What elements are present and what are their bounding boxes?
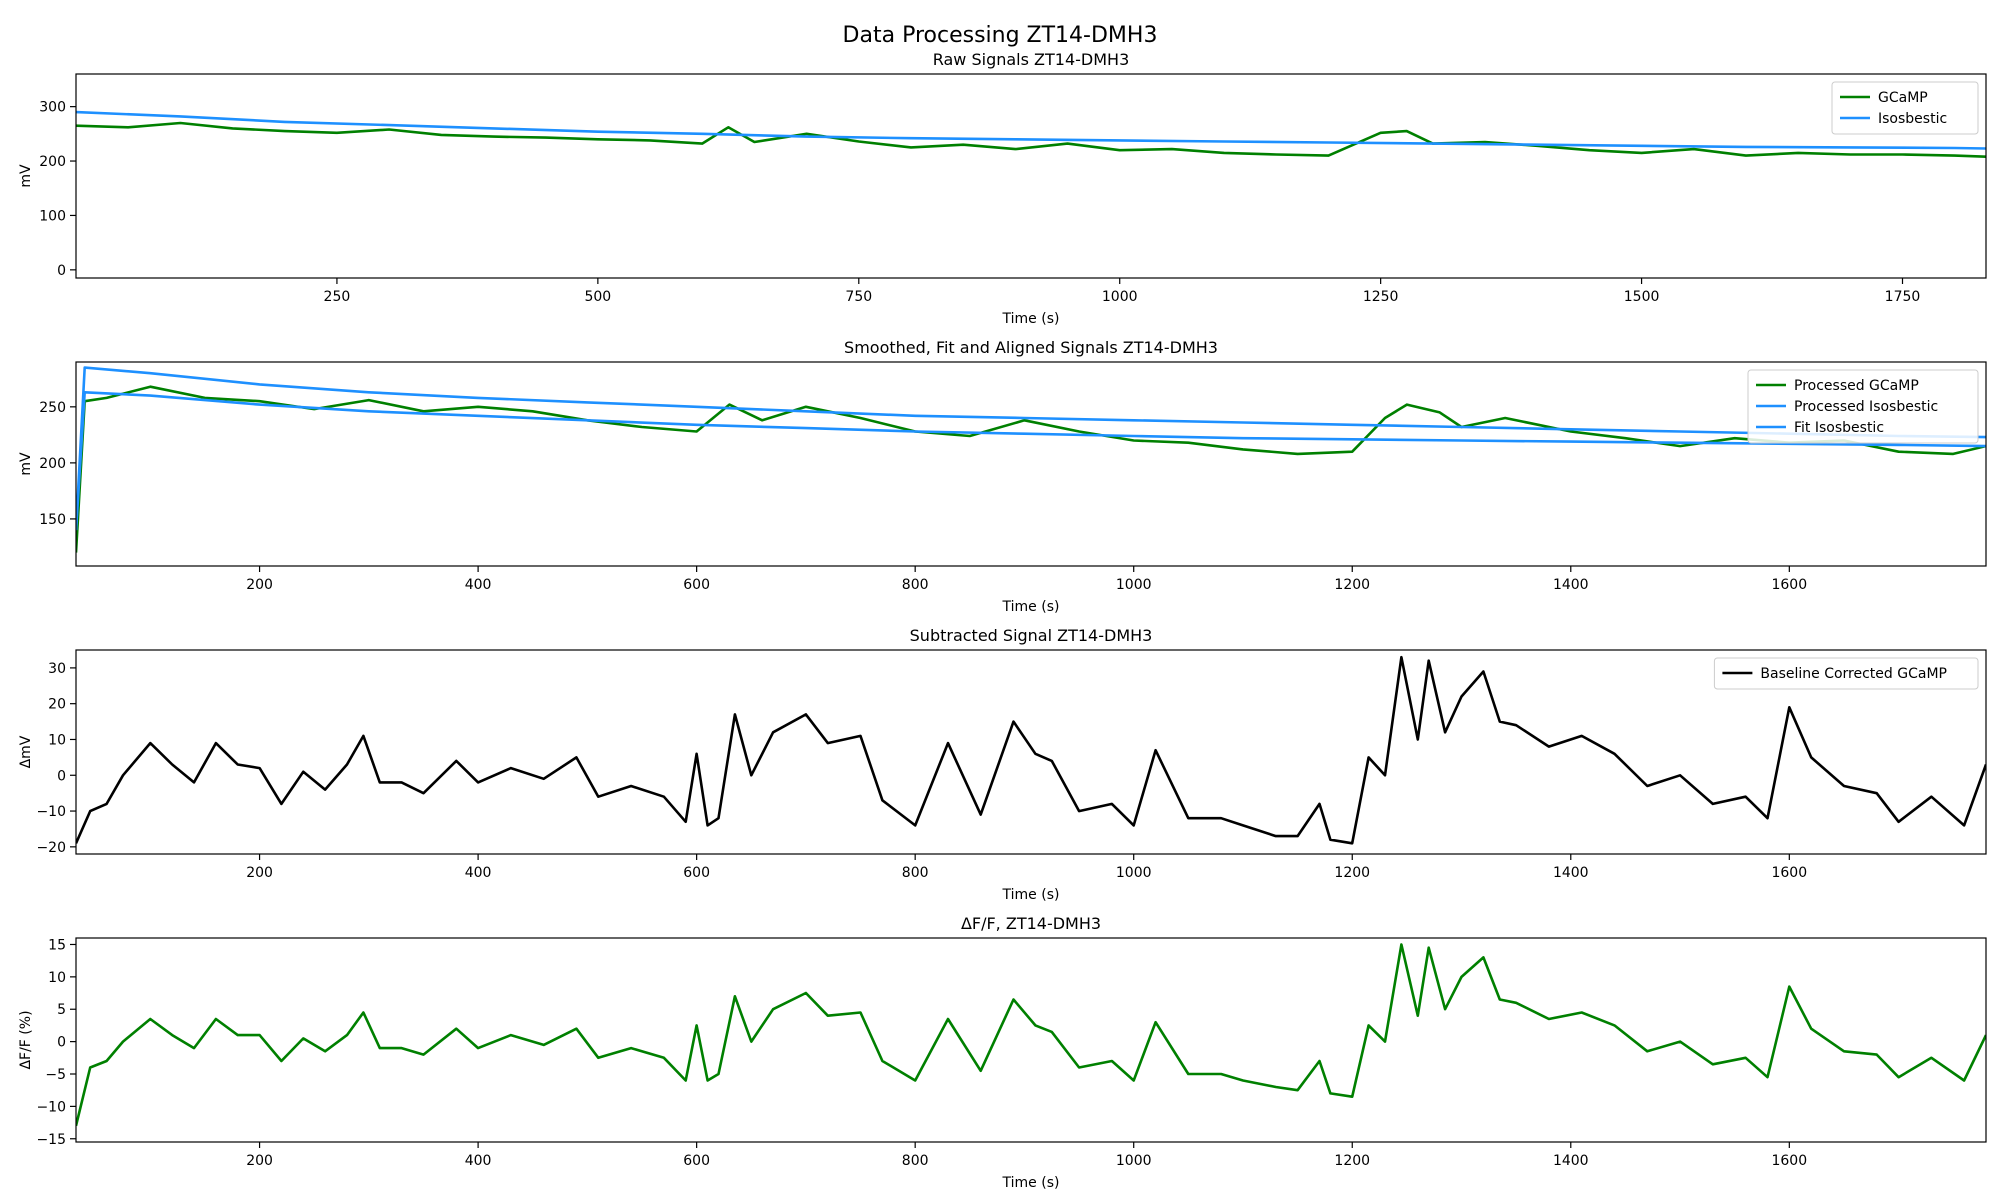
legend-box	[1747, 369, 1979, 444]
y-tick-label: 150	[39, 512, 66, 528]
x-tick-label: 600	[683, 865, 710, 881]
x-tick-label: 1000	[1116, 1153, 1152, 1169]
legend: Baseline Corrected GCaMP	[1713, 657, 1979, 690]
series-line-isosbestic	[76, 110, 1986, 150]
x-tick-label: 800	[902, 577, 929, 593]
subplot-4: 200 400 600 800 1000 1200 1400 1600 −15 −10 −5 0 5 10…	[18, 914, 1987, 1191]
legend: Processed GCaMP Processed Isosbestic Fit I…	[1747, 369, 1979, 444]
y-tick-label: −10	[36, 804, 66, 820]
x-tick-label: 400	[465, 577, 492, 593]
x-tick-label: 1400	[1553, 865, 1589, 881]
subplot-title: ΔF/F, ZT14-DMH3	[961, 914, 1101, 933]
y-tick-label: 100	[39, 208, 66, 224]
x-tick-label: 1600	[1771, 577, 1807, 593]
x-tick-label: 800	[902, 865, 929, 881]
axes-frame	[75, 649, 1987, 855]
y-axis-label: ΔmV	[18, 735, 34, 768]
x-axis-label: Time (s)	[1002, 1175, 1060, 1191]
x-tick-label: 200	[246, 577, 273, 593]
x-tick-label: 600	[683, 1153, 710, 1169]
series-line-baseline-corrected-gcamp	[76, 655, 1986, 845]
x-tick-label: 400	[465, 865, 492, 881]
y-tick-label: 0	[57, 263, 66, 279]
x-tick-label: 1000	[1116, 577, 1152, 593]
legend-entry: Processed GCaMP	[1794, 378, 1919, 394]
x-tick-label: 1200	[1334, 1153, 1370, 1169]
series-line-processed-gcamp	[76, 385, 1986, 553]
subplot-3: 200 400 600 800 1000 1200 1400 1600 −20 −10 0 10 20 3…	[18, 626, 1987, 903]
series-line-dff	[76, 943, 1986, 1127]
legend-entry: GCaMP	[1878, 90, 1928, 106]
y-tick-label: 0	[57, 768, 66, 784]
x-axis-label: Time (s)	[1002, 599, 1060, 615]
legend: GCaMP Isosbestic	[1831, 81, 1979, 135]
subplot-2: 200 400 600 800 1000 1200 1400 1600 150 200 250 Smo…	[18, 338, 1987, 615]
y-tick-label: 200	[39, 456, 66, 472]
legend-entry: Processed Isosbestic	[1794, 399, 1938, 415]
legend-entry: Isosbestic	[1878, 111, 1947, 127]
y-tick-label: 300	[39, 100, 66, 116]
subplot-1: 250 500 750 1000 1250 1500 1750 0 100 200 300 Raw S…	[18, 50, 1987, 327]
x-tick-label: 1600	[1771, 1153, 1807, 1169]
x-tick-label: 1200	[1334, 577, 1370, 593]
x-tick-label: 1400	[1553, 1153, 1589, 1169]
x-tick-label: 800	[902, 1153, 929, 1169]
y-tick-label: −15	[36, 1132, 66, 1148]
axes-frame	[75, 361, 1987, 567]
y-tick-label: −5	[45, 1067, 66, 1083]
x-tick-label: 200	[246, 1153, 273, 1169]
x-tick-label: 1250	[1363, 289, 1399, 305]
subplot-title: Smoothed, Fit and Aligned Signals ZT14-D…	[844, 338, 1218, 357]
x-tick-label: 1400	[1553, 577, 1589, 593]
x-tick-label: 500	[584, 289, 611, 305]
x-tick-label: 750	[845, 289, 872, 305]
legend-box	[1713, 657, 1979, 690]
y-tick-label: −10	[36, 1099, 66, 1115]
y-tick-label: 15	[48, 937, 66, 953]
x-axis-label: Time (s)	[1002, 311, 1060, 327]
y-tick-label: −20	[36, 840, 66, 856]
x-tick-label: 1750	[1885, 289, 1921, 305]
x-tick-label: 250	[324, 289, 351, 305]
x-tick-label: 1000	[1102, 289, 1138, 305]
subplot-title: Subtracted Signal ZT14-DMH3	[910, 626, 1153, 645]
axes-frame	[75, 937, 1987, 1143]
x-tick-label: 200	[246, 865, 273, 881]
axes-frame	[75, 73, 1987, 279]
y-axis-label: mV	[18, 164, 34, 188]
legend-entry: Fit Isosbestic	[1794, 420, 1884, 436]
legend-box	[1831, 81, 1979, 135]
x-tick-label: 600	[683, 577, 710, 593]
figure-title: Data Processing ZT14-DMH3	[843, 23, 1158, 48]
subplot-title: Raw Signals ZT14-DMH3	[933, 50, 1130, 69]
x-axis-label: Time (s)	[1002, 887, 1060, 903]
series-line-fit-isosbestic	[76, 391, 1986, 531]
x-tick-label: 1500	[1624, 289, 1660, 305]
y-tick-label: 10	[48, 732, 66, 748]
series-line-gcamp	[76, 121, 1986, 158]
legend-entry: Baseline Corrected GCaMP	[1760, 666, 1947, 682]
y-tick-label: 20	[48, 697, 66, 713]
y-tick-label: 5	[57, 1002, 66, 1018]
y-axis-label: ΔF/F (%)	[18, 1010, 34, 1069]
x-tick-label: 1600	[1771, 865, 1807, 881]
x-tick-label: 1000	[1116, 865, 1152, 881]
x-tick-label: 1200	[1334, 865, 1370, 881]
y-tick-label: 10	[48, 970, 66, 986]
y-tick-label: 0	[57, 1035, 66, 1051]
y-tick-label: 250	[39, 400, 66, 416]
y-axis-label: mV	[18, 452, 34, 476]
x-tick-label: 400	[465, 1153, 492, 1169]
y-tick-label: 30	[48, 661, 66, 677]
series-line-processed-isosbestic	[76, 366, 1986, 531]
y-tick-label: 200	[39, 154, 66, 170]
